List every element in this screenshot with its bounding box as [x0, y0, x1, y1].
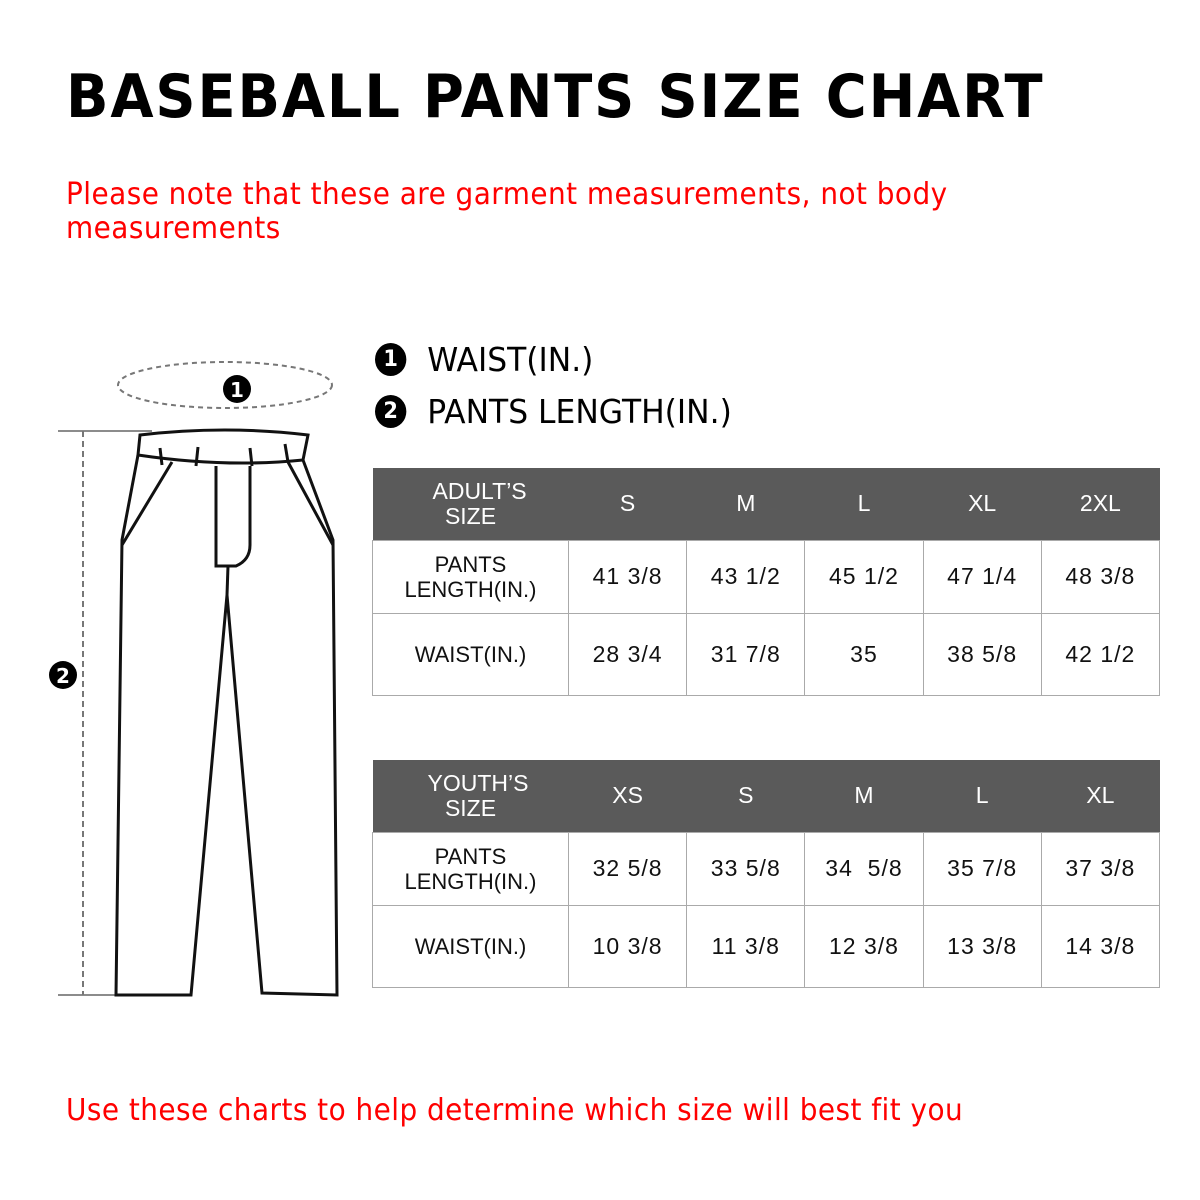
size-header: L — [923, 760, 1042, 832]
adult-size-table: ADULT’S SIZE S M L XL 2XL PANTS LENGTH(IN.) … — [372, 468, 1161, 696]
size-header: XL — [923, 468, 1042, 540]
cell: 42 1/2 — [1040, 612, 1161, 696]
table-row: WAIST(IN.) 28 3/4 31 7/8 35 38 5/8 42 1/2 — [372, 612, 1161, 696]
svg-text:2: 2 — [56, 664, 70, 688]
cell: 11 3/8 — [686, 904, 806, 988]
legend-length: 2 PANTS LENGTH(IN.) — [375, 392, 732, 431]
adult-size-header: ADULT’S SIZE — [372, 468, 569, 540]
cell: 28 3/4 — [567, 612, 688, 696]
cell: 37 3/8 — [1040, 831, 1161, 906]
cell: 41 3/8 — [567, 539, 688, 614]
size-header: S — [686, 760, 805, 832]
size-header: M — [804, 760, 924, 832]
number-2-icon: 2 — [375, 395, 407, 428]
cell: 33 5/8 — [686, 831, 806, 906]
size-header: M — [686, 468, 805, 540]
cell: 47 1/4 — [922, 539, 1042, 614]
cell: 32 5/8 — [567, 831, 688, 906]
cell: 31 7/8 — [686, 612, 806, 696]
cell: 35 — [804, 612, 924, 696]
cell: 43 1/2 — [686, 539, 806, 614]
cell: 10 3/8 — [567, 904, 688, 988]
table-row: WAIST(IN.) 10 3/8 11 3/8 12 3/8 13 3/8 14 3/… — [372, 904, 1161, 988]
size-header: XL — [1041, 760, 1160, 832]
cell: 35 7/8 — [922, 831, 1042, 906]
row-label: WAIST(IN.) — [372, 612, 569, 696]
number-1-icon: 1 — [375, 343, 407, 376]
cell: 38 5/8 — [922, 612, 1042, 696]
garment-note: Please note that these are garment measu… — [66, 177, 948, 246]
size-header: XS — [568, 760, 687, 832]
size-header: 2XL — [1041, 468, 1160, 540]
row-label: WAIST(IN.) — [372, 904, 569, 988]
youth-size-table: YOUTH’S SIZE XS S M L XL PANTS LENGTH(IN.) 3… — [372, 760, 1161, 988]
cell: 45 1/2 — [804, 539, 924, 614]
svg-text:1: 1 — [230, 378, 244, 402]
row-label: PANTS LENGTH(IN.) — [372, 539, 569, 614]
legend-label: WAIST(IN.) — [427, 340, 594, 379]
cell: 12 3/8 — [804, 904, 924, 988]
cell: 34 5/8 — [804, 831, 924, 906]
cell: 13 3/8 — [922, 904, 1042, 988]
page-title: BASEBALL PANTS SIZE CHART — [66, 62, 1045, 132]
legend-waist: 1 WAIST(IN.) — [375, 340, 593, 379]
table-row: PANTS LENGTH(IN.) 41 3/8 43 1/2 45 1/2 47 1… — [372, 539, 1161, 614]
pants-diagram-icon: 1 2 — [49, 361, 339, 997]
legend-label: PANTS LENGTH(IN.) — [427, 392, 732, 431]
table-row: PANTS LENGTH(IN.) 32 5/8 33 5/8 34 5/8 35 7… — [372, 831, 1161, 906]
footer-note: Use these charts to help determine which… — [66, 1093, 964, 1128]
cell: 48 3/8 — [1040, 539, 1161, 614]
row-label: PANTS LENGTH(IN.) — [372, 831, 569, 906]
cell: 14 3/8 — [1040, 904, 1161, 988]
size-header: L — [804, 468, 924, 540]
youth-size-header: YOUTH’S SIZE — [372, 760, 569, 832]
size-header: S — [568, 468, 687, 540]
